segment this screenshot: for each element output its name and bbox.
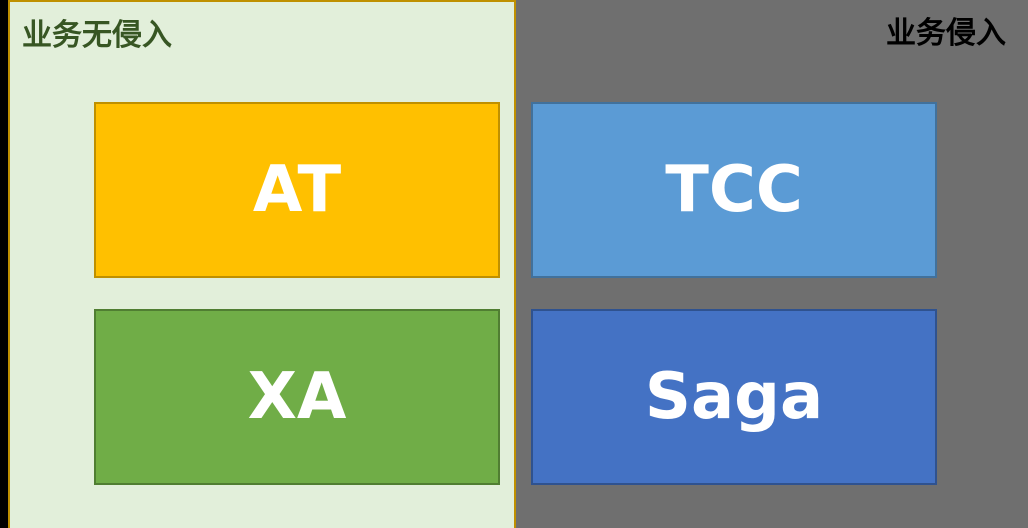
tcc-mode-label: TCC <box>665 153 803 227</box>
tcc-mode-box: TCC <box>531 102 937 278</box>
at-mode-box: AT <box>94 102 500 278</box>
xa-mode-label: XA <box>247 360 347 434</box>
saga-mode-box: Saga <box>531 309 937 485</box>
xa-mode-box: XA <box>94 309 500 485</box>
intrusive-title: 业务侵入 <box>886 16 1006 51</box>
at-mode-label: AT <box>252 153 342 227</box>
saga-mode-label: Saga <box>644 360 824 434</box>
non-intrusive-title: 业务无侵入 <box>22 18 172 53</box>
